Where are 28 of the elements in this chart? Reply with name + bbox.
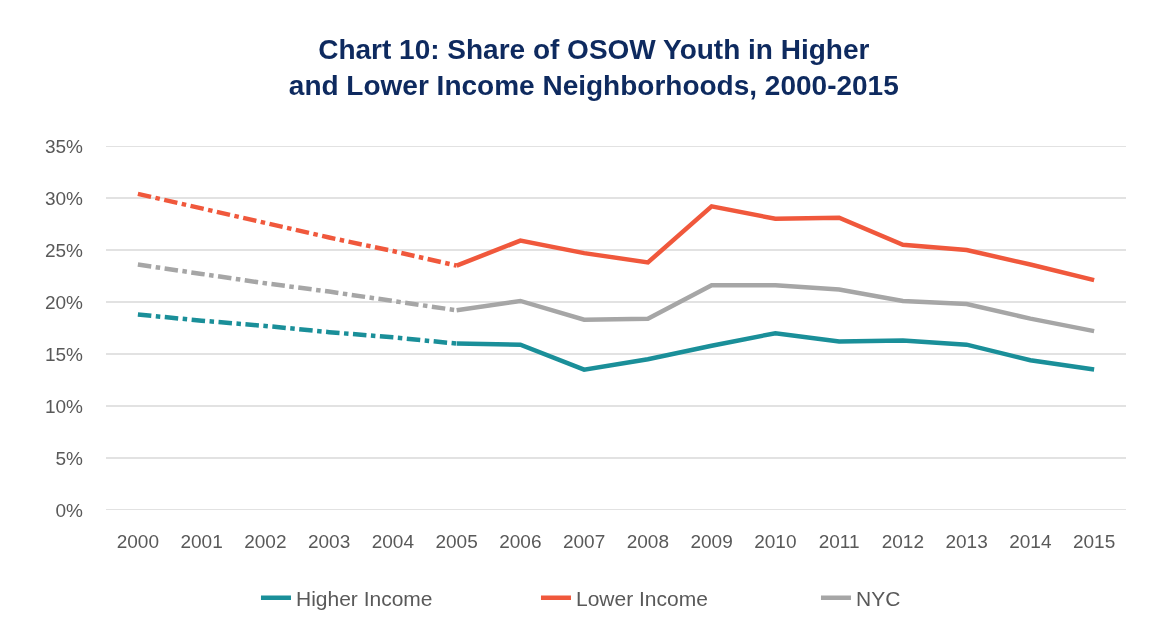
legend-label: NYC [855,587,901,611]
x-tick-label: 2015 [1072,531,1116,552]
legend-label: Lower Income [575,587,708,611]
x-tick-label: 2006 [499,531,542,552]
x-tick-label: 2009 [690,531,733,552]
y-tick-label: 30% [44,187,84,209]
x-tick-label: 2005 [435,531,478,552]
y-tick-label: 5% [55,447,84,469]
x-tick-label: 2014 [1009,531,1052,552]
x-tick-label: 2004 [371,531,415,552]
x-tick-label: 2007 [562,531,606,552]
x-tick-label: 2008 [626,531,670,552]
y-tick-label: 0% [55,499,84,521]
y-tick-label: 10% [44,395,84,417]
x-tick-label: 2003 [307,531,351,552]
x-tick-label: 2001 [180,531,223,552]
x-tick-label: 2013 [945,531,988,552]
y-tick-label: 15% [44,343,84,365]
x-tick-label: 2002 [244,531,287,552]
y-tick-label: 35% [44,135,84,157]
x-tick-label: 2012 [881,531,925,552]
chart-title: Chart 10: Share of OSOW Youth in Higher and Lower Income Neighborhoods, 2000-2015 [288,33,899,102]
y-tick-label: 25% [44,239,84,261]
x-tick-label: 2000 [116,531,160,552]
x-tick-label: 2010 [754,531,797,552]
x-tick-label: 2011 [818,531,860,552]
legend-label: Higher Income [295,587,433,611]
y-tick-label: 20% [44,291,84,313]
